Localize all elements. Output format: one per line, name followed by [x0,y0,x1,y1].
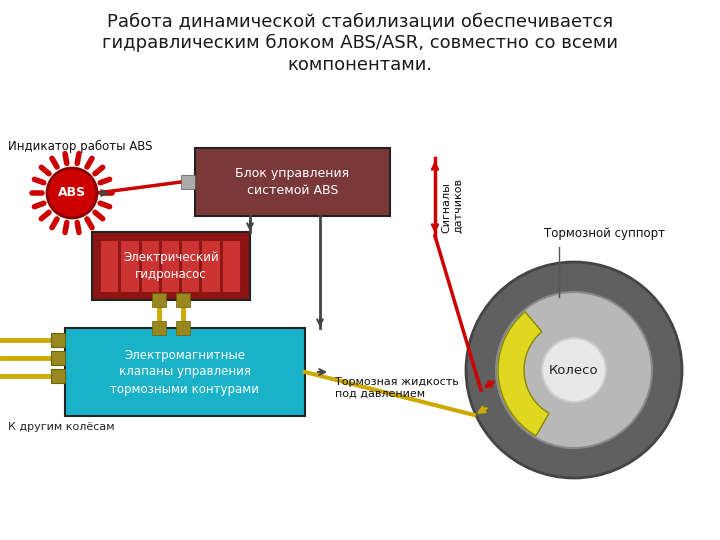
Bar [140,240,159,292]
Bar [51,333,65,347]
Bar [222,240,240,292]
Bar [120,240,138,292]
Text: Сигналы
датчиков: Сигналы датчиков [441,178,464,233]
Text: Блок управления
системой ABS: Блок управления системой ABS [235,167,350,197]
Text: Тормозной суппорт: Тормозной суппорт [544,227,665,240]
Text: ABS: ABS [58,186,86,199]
Text: Электрический
гидронасос: Электрический гидронасос [123,251,219,281]
Wedge shape [498,312,549,436]
Text: гидравлическим блоком ABS/ASR, совместно со всеми: гидравлическим блоком ABS/ASR, совместно… [102,34,618,52]
Text: Электромагнитные
клапаны управления
тормозными контурами: Электромагнитные клапаны управления торм… [110,348,259,395]
Text: компонентами.: компонентами. [287,56,433,74]
Circle shape [466,262,682,478]
Text: Работа динамической стабилизации обеспечивается: Работа динамической стабилизации обеспеч… [107,12,613,30]
FancyBboxPatch shape [92,232,250,300]
Bar [51,369,65,383]
FancyBboxPatch shape [195,148,390,216]
Bar [176,321,190,335]
Text: Колесо: Колесо [549,363,599,376]
Bar [202,240,220,292]
Bar [51,351,65,365]
Text: Индикатор работы ABS: Индикатор работы ABS [8,140,153,153]
Bar [176,293,190,307]
Bar [152,293,166,307]
FancyBboxPatch shape [65,328,305,416]
Bar [161,240,179,292]
Circle shape [496,292,652,448]
Bar [100,240,118,292]
Bar [181,175,195,189]
Text: Тормозная жидкость
под давлением: Тормозная жидкость под давлением [335,377,459,399]
Bar [152,321,166,335]
Text: К другим колёсам: К другим колёсам [8,422,114,432]
Bar [181,240,199,292]
Circle shape [47,168,97,218]
Circle shape [542,338,606,402]
